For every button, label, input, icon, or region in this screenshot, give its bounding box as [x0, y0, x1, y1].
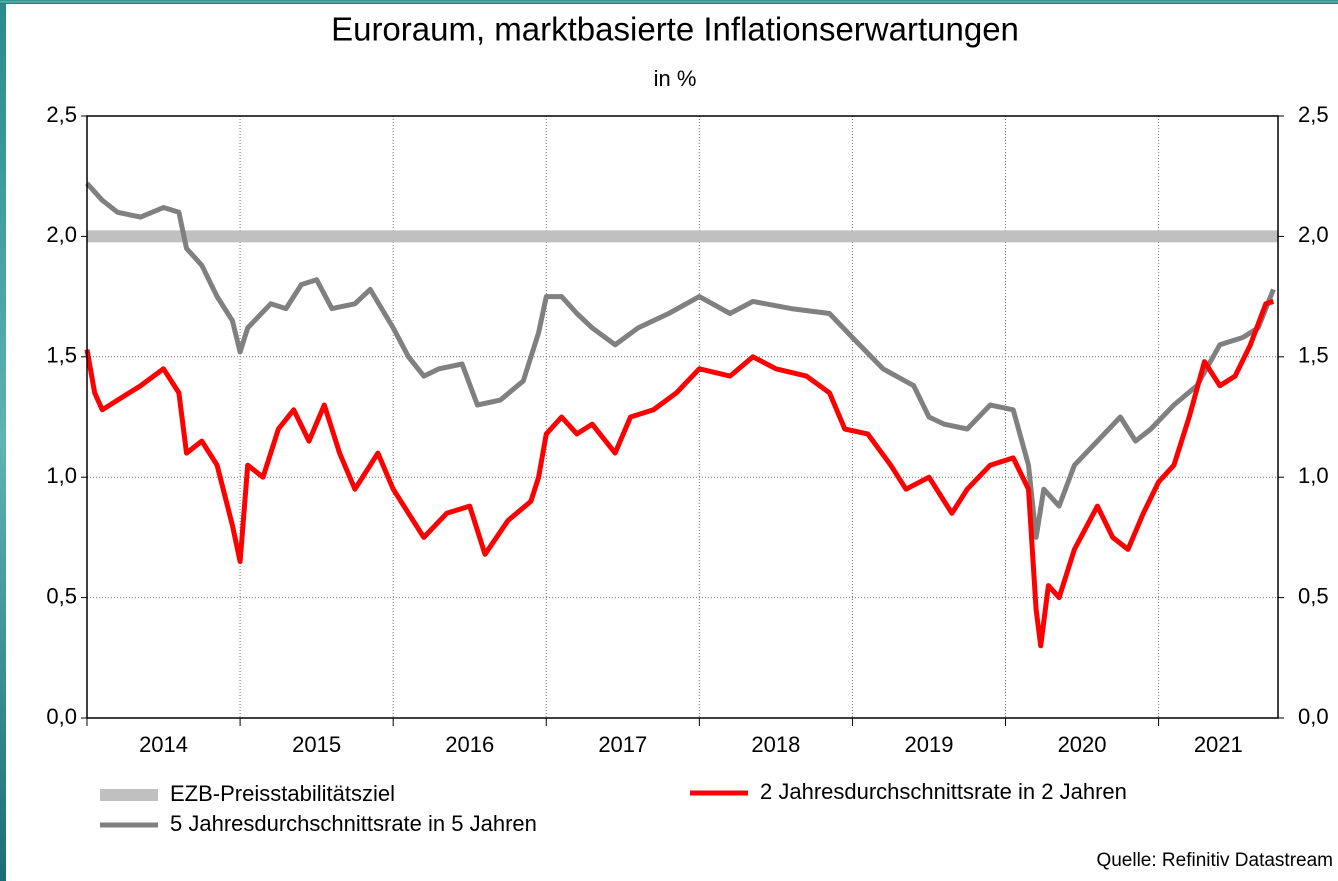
x-tick-label: 2016 — [445, 732, 494, 757]
y2-tick-label: 1,0 — [1298, 463, 1329, 488]
y2-tick-label: 2,5 — [1298, 102, 1329, 127]
x-tick-label: 2017 — [598, 732, 647, 757]
chart-title: Euroraum, marktbasierte Inflationserwart… — [331, 11, 1019, 48]
chart-subtitle: in % — [654, 66, 697, 91]
y-tick-label: 1,5 — [46, 343, 77, 368]
legend-label: 2 Jahresdurchschnittsrate in 2 Jahren — [760, 779, 1127, 804]
x-tick-label: 2015 — [292, 732, 341, 757]
y-tick-label: 2,5 — [46, 102, 77, 127]
chart: Euroraum, marktbasierte Inflationserwart… — [0, 0, 1338, 881]
y-tick-label: 1,0 — [46, 463, 77, 488]
y2-tick-label: 0,5 — [1298, 583, 1329, 608]
x-tick-label: 2014 — [139, 732, 188, 757]
frame-edge — [0, 0, 1338, 4]
y-tick-label: 2,0 — [46, 222, 77, 247]
y2-tick-label: 1,5 — [1298, 343, 1329, 368]
x-tick-label: 2021 — [1194, 732, 1243, 757]
legend-label: 5 Jahresdurchschnittsrate in 5 Jahren — [170, 811, 537, 836]
legend-label: EZB-Preisstabilitätsziel — [170, 781, 395, 806]
x-tick-label: 2020 — [1058, 732, 1107, 757]
y2-tick-label: 2,0 — [1298, 222, 1329, 247]
x-tick-label: 2018 — [751, 732, 800, 757]
source-note: Quelle: Refinitiv Datastream — [1096, 850, 1333, 871]
y-tick-label: 0,5 — [46, 583, 77, 608]
y-tick-label: 0,0 — [46, 704, 77, 729]
x-tick-label: 2019 — [904, 732, 953, 757]
y2-tick-label: 0,0 — [1298, 704, 1329, 729]
frame-edge — [0, 0, 6, 881]
